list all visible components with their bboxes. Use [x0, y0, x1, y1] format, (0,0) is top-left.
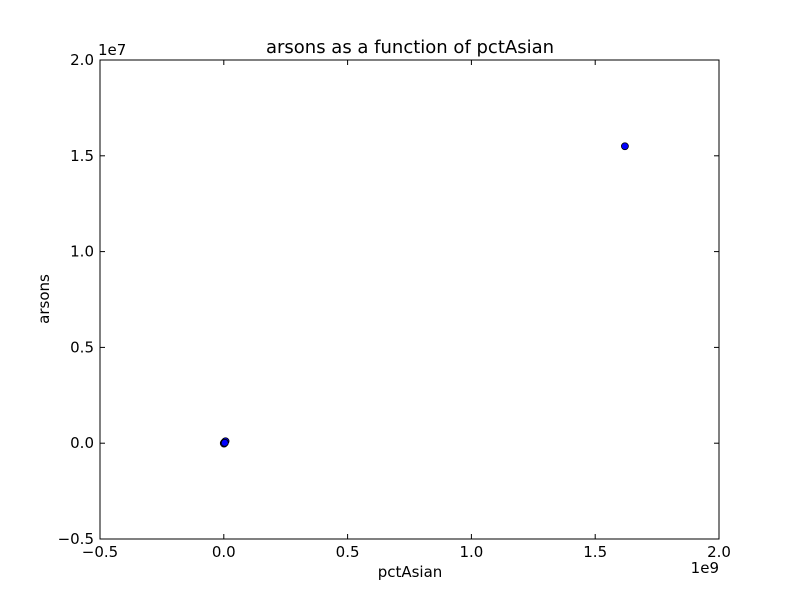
y-axis-label: arsons	[35, 274, 53, 324]
scatter-point	[220, 438, 229, 447]
y-offset-label: 1e7	[98, 41, 126, 59]
y-tick-label: −0.5	[58, 530, 94, 548]
y-tick-label: 2.0	[70, 51, 94, 69]
chart-title: arsons as a function of pctAsian	[266, 37, 554, 58]
y-tick-label: 0.0	[70, 434, 94, 452]
x-tick-label: 0.5	[336, 543, 360, 561]
scatter-point	[621, 142, 629, 151]
x-axis-label: pctAsian	[378, 563, 443, 581]
x-offset-label: 1e9	[691, 559, 719, 577]
y-tick-label: 1.0	[70, 243, 94, 261]
y-tick-label: 1.5	[70, 147, 94, 165]
plot-frame	[99, 59, 720, 540]
x-tick-label: 2.0	[707, 543, 731, 561]
x-axis-ticks: −0.5 0.0 0.5 1.0 1.5 2.0	[82, 60, 731, 561]
x-tick-label: 1.5	[583, 543, 607, 561]
x-tick-label: 0.0	[212, 543, 236, 561]
x-tick-label: 1.0	[459, 543, 483, 561]
y-tick-label: 0.5	[70, 338, 94, 356]
x-tick-label: −0.5	[82, 543, 118, 561]
scatter-points	[219, 142, 629, 448]
